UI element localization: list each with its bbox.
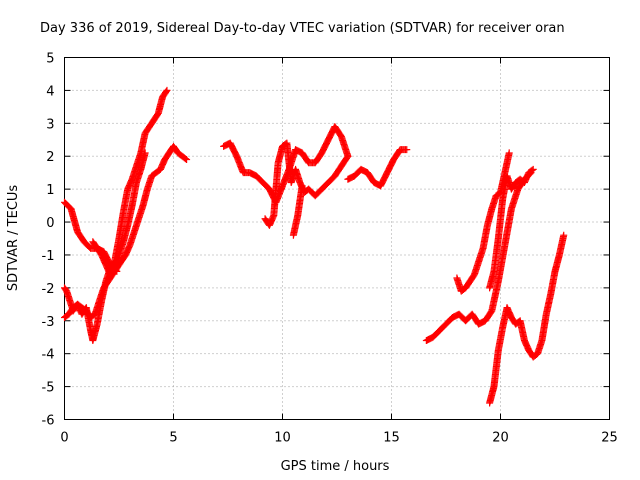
data-point: [162, 88, 170, 96]
y-axis-title: SDTVAR / TECUs: [6, 185, 21, 292]
data-point: [183, 156, 191, 164]
data-point: [505, 149, 513, 157]
series-arc10: [453, 149, 513, 295]
y-tick-label: -6: [42, 414, 55, 429]
data-point: [163, 86, 171, 94]
data-point: [141, 149, 149, 157]
series-arc5: [220, 123, 352, 206]
data-point: [528, 166, 536, 174]
plot-frame: [64, 57, 610, 420]
axis-ticks: -6 -5 -4 -3 -2 -1 0 1 2 3 4 5 0 5 10 15 20 25: [42, 52, 618, 446]
y-tick-label: -4: [42, 348, 55, 363]
y-tick-label: 2: [46, 150, 54, 165]
y-tick-label: 5: [46, 52, 54, 67]
data-point: [181, 155, 189, 163]
y-tick-label: 4: [46, 84, 54, 99]
x-tick-label: 20: [492, 431, 509, 446]
data-point: [344, 152, 352, 160]
x-tick-label: 25: [601, 431, 618, 446]
y-tick-label: -3: [42, 315, 55, 330]
data-points: [61, 86, 568, 407]
series-arc7: [289, 182, 306, 239]
series-arc3: [61, 149, 149, 345]
y-tick-label: -1: [42, 249, 55, 264]
data-point: [403, 146, 411, 154]
x-tick-label: 10: [274, 431, 291, 446]
chart-title: Day 336 of 2019, Sidereal Day-to-day VTE…: [40, 21, 565, 36]
grid: [64, 57, 610, 420]
data-point: [529, 165, 537, 173]
series-arc6: [261, 139, 352, 229]
series-arc4: [61, 142, 191, 321]
y-tick-label: -2: [42, 282, 55, 297]
y-tick-label: 1: [46, 183, 54, 198]
data-point: [343, 153, 351, 161]
x-tick-label: 15: [383, 431, 400, 446]
x-axis-title: GPS time / hours: [281, 459, 390, 474]
series-arc8: [344, 146, 411, 190]
y-tick-label: 3: [46, 117, 54, 132]
y-tick-label: 0: [46, 216, 54, 231]
series-arc12: [486, 165, 537, 292]
data-point: [560, 231, 568, 239]
x-tick-label: 5: [169, 431, 177, 446]
y-tick-label: -5: [42, 381, 55, 396]
series-arc11: [486, 231, 568, 407]
x-tick-label: 0: [60, 431, 68, 446]
series-arc1: [61, 198, 121, 275]
data-point: [298, 182, 306, 190]
